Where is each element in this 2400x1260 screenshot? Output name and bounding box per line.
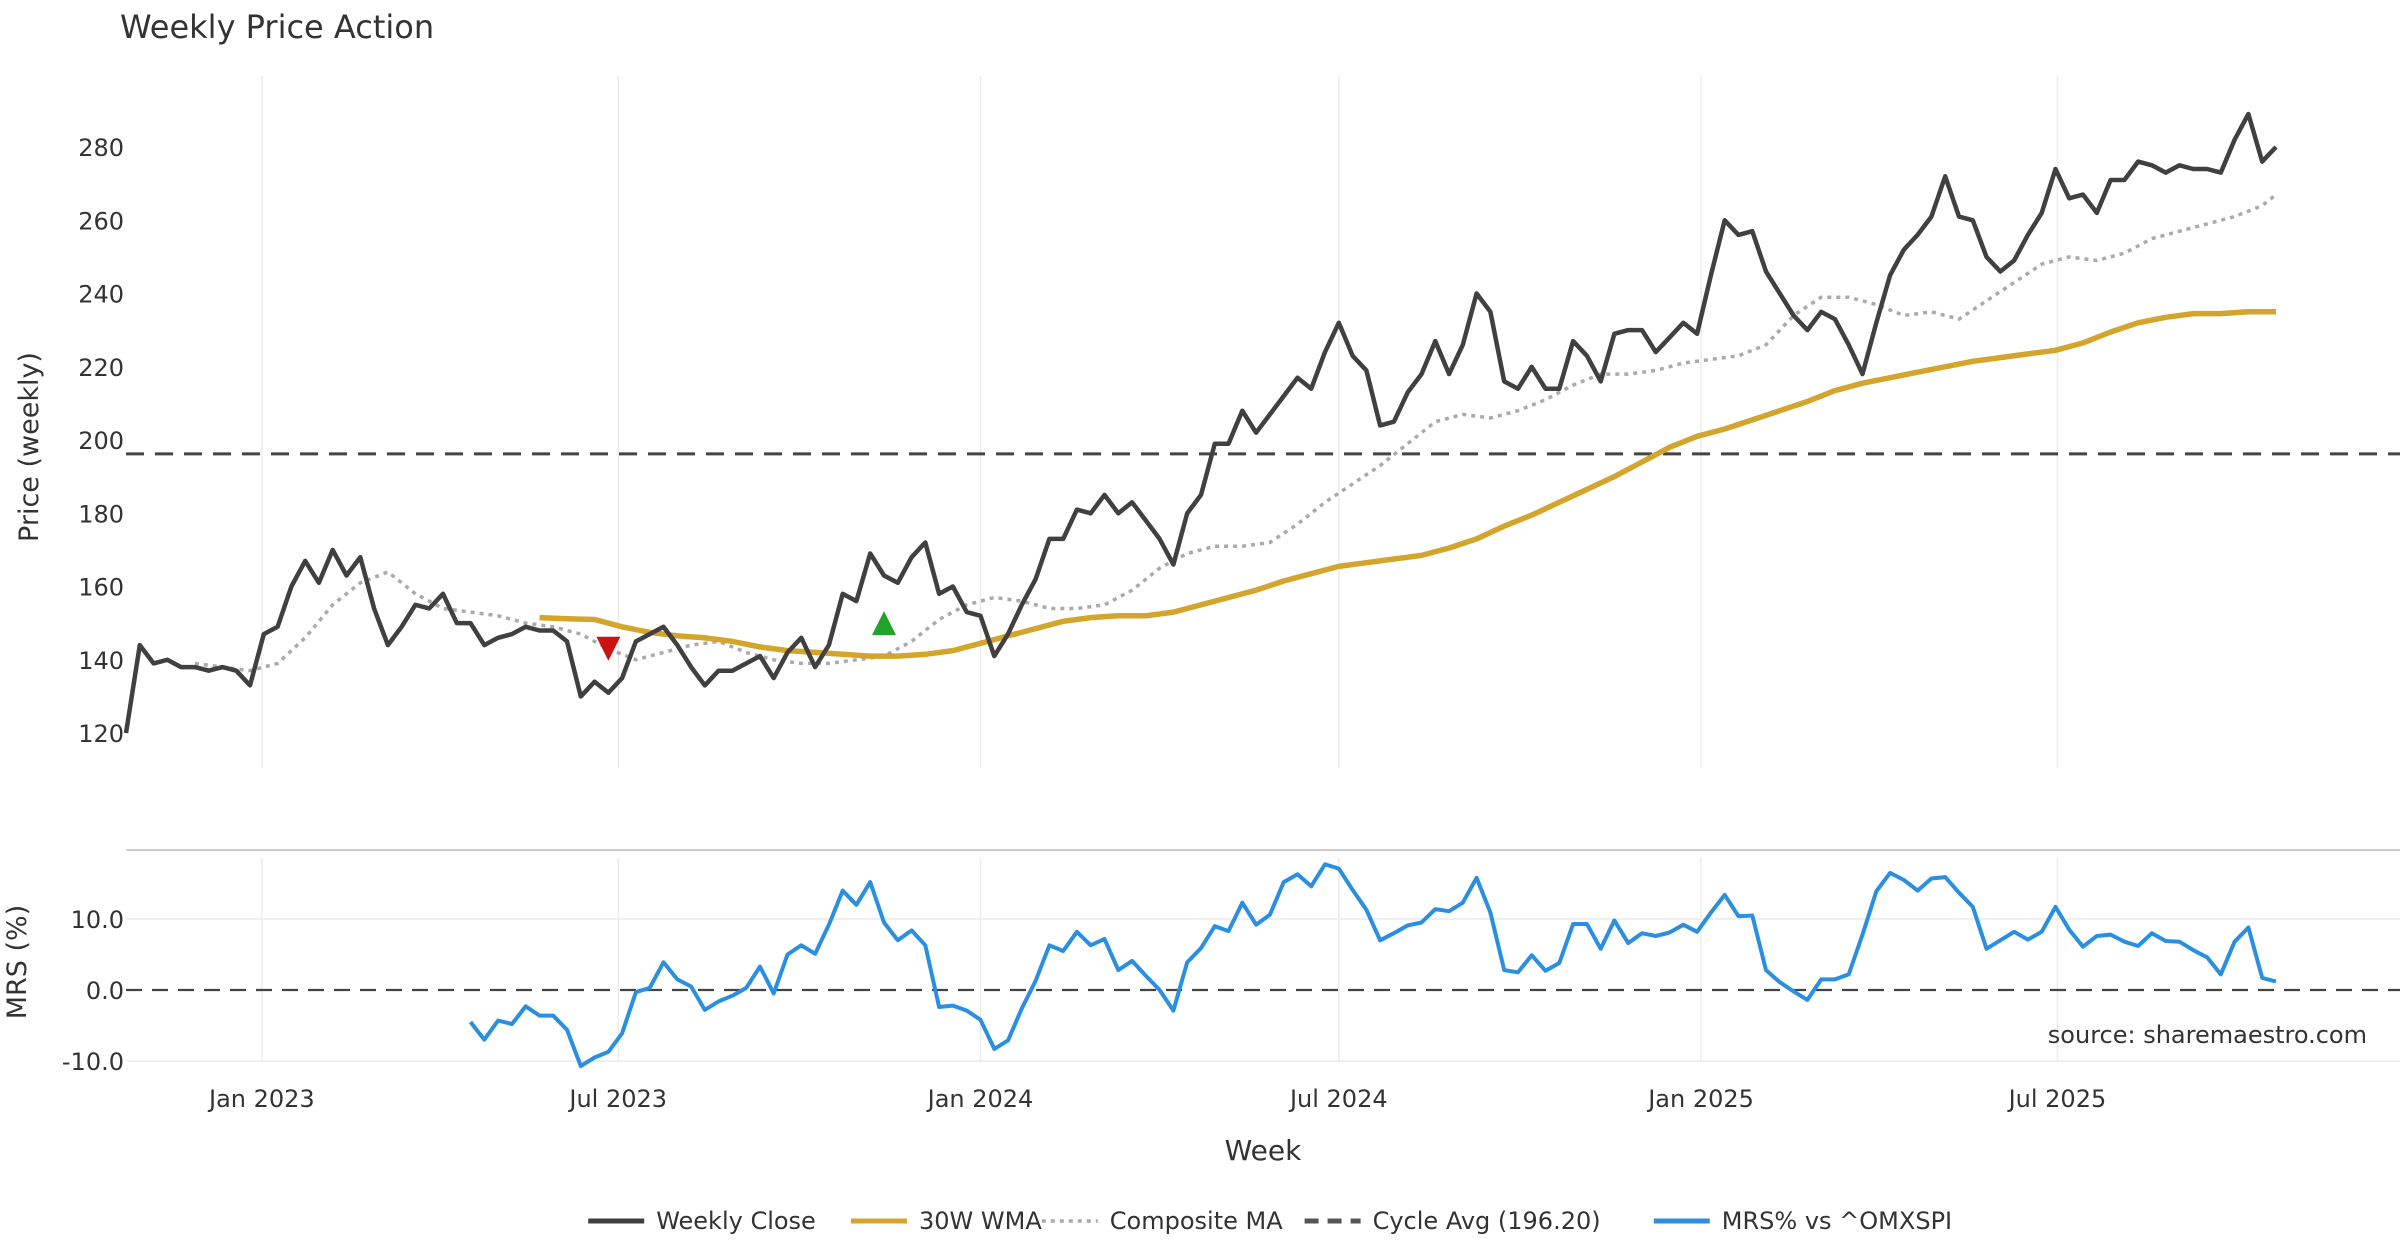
vertical-gridlines-mrs (261, 858, 2059, 1062)
mrs-line (468, 862, 2277, 1068)
price-tick-label: 280 (78, 134, 124, 162)
mrs-tick-label: -10.0 (62, 1048, 124, 1076)
x-tick-label: Jul 2023 (567, 1085, 667, 1113)
x-tick-label: Jan 2025 (1646, 1085, 1754, 1113)
price-tick-label: 180 (78, 500, 124, 528)
legend-item: MRS% vs ^OMXSPI (1653, 1207, 1952, 1235)
x-axis-label: Week (1225, 1134, 1302, 1167)
price-tick-label: 200 (78, 427, 124, 455)
x-tick-label: Jan 2023 (207, 1085, 315, 1113)
legend: Weekly Close 30W WMA Composite MA Cycle Avg… (588, 1207, 1952, 1235)
price-tick-label: 220 (78, 354, 124, 382)
legend-label: Composite MA (1110, 1207, 1283, 1235)
legend-item: 30W WMA (851, 1207, 1042, 1235)
price-tick-label: 140 (78, 647, 124, 675)
x-ticks: Jan 2023 Jul 2023 Jan 2024 Jul 2024 Jan 2025… (207, 1085, 2106, 1113)
price-axis-label: Price (weekly) (14, 352, 45, 542)
mrs-y-ticks: -10.0 0.0 10.0 (62, 906, 124, 1076)
sell-signal-marker (596, 636, 621, 661)
legend-label: Cycle Avg (196.20) (1373, 1207, 1601, 1235)
wma-line (539, 309, 2276, 659)
buy-signal-marker (872, 611, 896, 636)
legend-label: MRS% vs ^OMXSPI (1722, 1207, 1952, 1235)
signal-markers (596, 611, 896, 661)
price-tick-label: 260 (78, 207, 124, 235)
mrs-tick-label: 10.0 (71, 906, 124, 934)
legend-item: Cycle Avg (196.20) (1304, 1207, 1601, 1235)
x-tick-label: Jan 2024 (926, 1085, 1034, 1113)
weekly-close-line (123, 111, 2278, 734)
price-tick-label: 160 (78, 574, 124, 602)
chart-title: Weekly Price Action (120, 8, 434, 46)
x-tick-label: Jul 2025 (2007, 1085, 2107, 1113)
vertical-gridlines-price (261, 76, 2059, 768)
x-tick-label: Jul 2024 (1288, 1085, 1388, 1113)
price-tick-label: 240 (78, 281, 124, 309)
mrs-axis-label: MRS (%) (2, 905, 33, 1020)
legend-item: Weekly Close (588, 1207, 816, 1235)
legend-item: Composite MA (1041, 1207, 1283, 1235)
composite-ma-line (194, 193, 2278, 673)
price-tick-label: 120 (78, 720, 124, 748)
watermark: source: sharemaestro.com (2048, 1021, 2367, 1049)
price-y-ticks: 120 140 160 180 200 220 240 260 280 (78, 134, 124, 748)
legend-label: 30W WMA (919, 1207, 1042, 1235)
mrs-tick-label: 0.0 (86, 977, 124, 1005)
legend-label: Weekly Close (656, 1207, 816, 1235)
